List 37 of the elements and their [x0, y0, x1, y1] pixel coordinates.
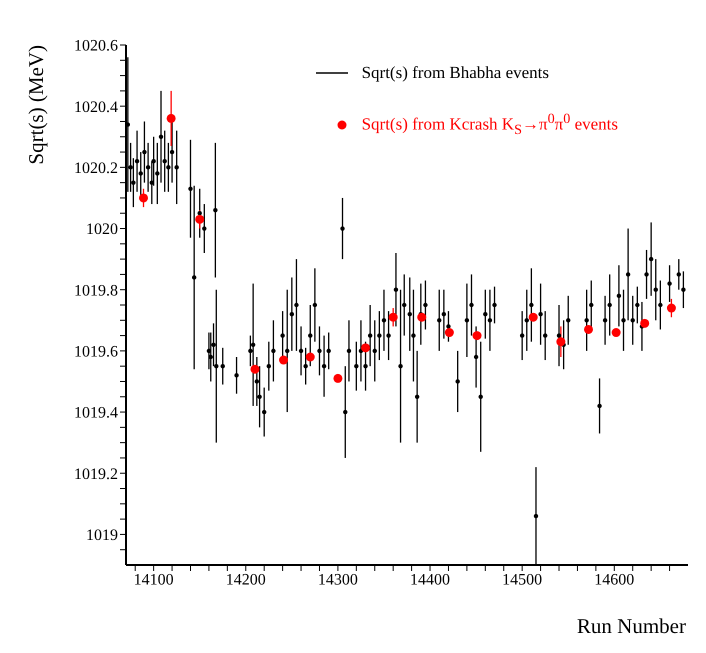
y-tick-label: 1020.2 — [74, 160, 118, 178]
y-tick-label: 1020.6 — [74, 38, 118, 55]
point — [472, 331, 482, 340]
point — [250, 364, 260, 374]
point — [279, 356, 288, 365]
point — [528, 312, 538, 322]
point — [640, 318, 650, 328]
point — [444, 328, 454, 338]
point — [584, 324, 593, 334]
point — [166, 114, 176, 123]
y-tick-label: 1019.2 — [74, 466, 118, 483]
x-tick-label: 14500 — [502, 571, 542, 588]
point — [306, 352, 315, 362]
point — [417, 312, 426, 322]
x-tick-label: 14400 — [410, 571, 450, 588]
y-axis-title: Sqrt(s) (MeV) — [24, 44, 48, 165]
y-tick-label: 1020 — [86, 221, 118, 238]
legend-label: Sqrt(s) from Bhabha events — [362, 63, 550, 83]
y-tick-label: 1019.6 — [74, 344, 118, 361]
x-tick-label: 14300 — [318, 571, 358, 588]
x-axis-title: Run Number — [576, 614, 686, 638]
x-tick-label: 14200 — [226, 571, 266, 588]
x-tick-label: 14600 — [594, 571, 634, 588]
point — [333, 374, 342, 383]
point — [388, 312, 398, 322]
point — [361, 343, 370, 352]
x-tick-label: 14100 — [134, 571, 174, 588]
y-tick-label: 1020.4 — [74, 98, 118, 116]
point — [612, 328, 621, 338]
point — [666, 304, 676, 313]
y-tick-label: 1019.4 — [74, 404, 118, 422]
point — [556, 337, 566, 346]
legend-label: Sqrt(s) from Kcrash K$_{S}$→π$^{0}$π$^{0}$ events — [362, 111, 618, 140]
y-tick-label: 1019.8 — [74, 282, 118, 300]
y-tick-label: 1019 — [86, 527, 118, 544]
point — [195, 214, 204, 224]
point — [139, 193, 148, 202]
